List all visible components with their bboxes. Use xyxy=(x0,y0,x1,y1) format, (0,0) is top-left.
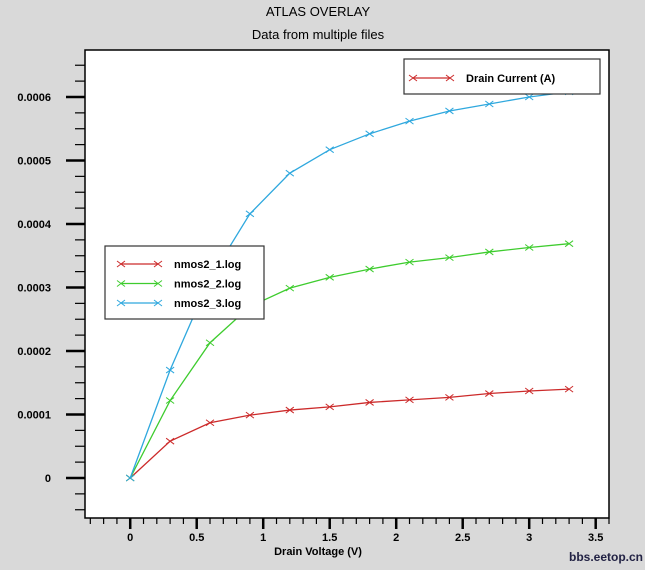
legend-marker xyxy=(116,299,126,307)
legend-marker xyxy=(153,299,163,307)
data-point-marker xyxy=(245,210,255,218)
data-point-marker xyxy=(325,403,335,411)
series-line xyxy=(129,243,570,479)
data-point-marker xyxy=(365,399,374,406)
quantity-legend-label: Drain Current (A) xyxy=(466,73,556,85)
chart-title: ATLAS OVERLAY xyxy=(266,4,371,19)
legend-label: nmos2_1.log xyxy=(174,259,241,271)
data-point-marker xyxy=(165,437,175,445)
x-tick-label: 3 xyxy=(526,532,532,544)
x-tick-label: 2.5 xyxy=(455,532,470,544)
legend-marker xyxy=(116,280,126,287)
x-tick-label: 0.5 xyxy=(189,532,204,544)
data-point-marker xyxy=(405,258,414,266)
legend-label: nmos2_2.log xyxy=(174,279,241,291)
quantity-legend-box xyxy=(403,58,601,95)
data-point-marker xyxy=(365,130,374,138)
data-point-marker xyxy=(285,169,295,177)
data-point-marker xyxy=(445,107,454,115)
data-point-marker xyxy=(325,273,335,281)
x-tick-label: 1.5 xyxy=(322,532,337,544)
data-point-marker xyxy=(365,265,374,273)
legend-marker xyxy=(153,280,163,287)
data-point-marker xyxy=(245,411,255,419)
watermark: bbs.eetop.cn xyxy=(569,550,643,564)
data-point-marker xyxy=(405,396,414,404)
data-point-marker xyxy=(524,93,534,101)
data-point-marker xyxy=(445,393,454,401)
data-point-marker xyxy=(325,146,335,154)
data-point-marker xyxy=(405,117,414,125)
data-point-marker xyxy=(205,419,215,427)
data-point-marker xyxy=(524,387,534,395)
x-tick-label: 0 xyxy=(127,532,133,544)
series-line xyxy=(129,388,570,479)
data-point-marker xyxy=(564,385,574,393)
y-tick-label: 0.0004 xyxy=(17,219,52,231)
x-axis-label: Drain Voltage (V) xyxy=(274,546,362,558)
data-point-marker xyxy=(445,254,454,262)
data-point-marker xyxy=(165,366,175,374)
y-tick-label: 0.0001 xyxy=(17,409,51,421)
data-point-marker xyxy=(205,339,215,347)
y-tick-label: 0.0005 xyxy=(17,155,51,167)
y-tick-label: 0 xyxy=(45,473,51,485)
data-point-marker xyxy=(285,406,295,414)
legend-marker xyxy=(116,260,126,268)
x-tick-label: 1 xyxy=(260,532,266,544)
data-point-marker xyxy=(125,474,135,482)
y-tick-label: 0.0003 xyxy=(17,282,51,294)
data-point-marker xyxy=(285,284,295,292)
data-point-marker xyxy=(564,240,574,248)
series-nmos2-1-log xyxy=(125,385,574,482)
data-point-marker xyxy=(524,244,534,251)
chart-subtitle: Data from multiple files xyxy=(252,27,385,42)
legend-marker xyxy=(153,260,163,268)
axes: 0 0.0001 0.0002 0.0003 0.0004 0.0005 0.0006 0 0.… xyxy=(17,64,610,544)
series-nmos2-2-log xyxy=(125,240,574,482)
x-tick-label: 2 xyxy=(393,532,399,544)
y-tick-label: 0.0006 xyxy=(17,92,51,104)
legend-marker xyxy=(445,74,455,82)
legend: nmos2_1.log nmos2_2.log nmos2_3.log xyxy=(104,245,265,320)
data-point-marker xyxy=(165,397,175,404)
data-point-marker xyxy=(485,100,494,108)
legend-box xyxy=(104,245,265,320)
x-tick-label: 3.5 xyxy=(588,532,603,544)
data-point-marker xyxy=(485,248,494,256)
legend-marker xyxy=(408,74,418,82)
y-tick-label: 0.0002 xyxy=(17,346,51,358)
quantity-legend: Drain Current (A) xyxy=(403,58,601,95)
legend-label: nmos2_3.log xyxy=(174,298,241,310)
data-point-marker xyxy=(485,390,494,397)
